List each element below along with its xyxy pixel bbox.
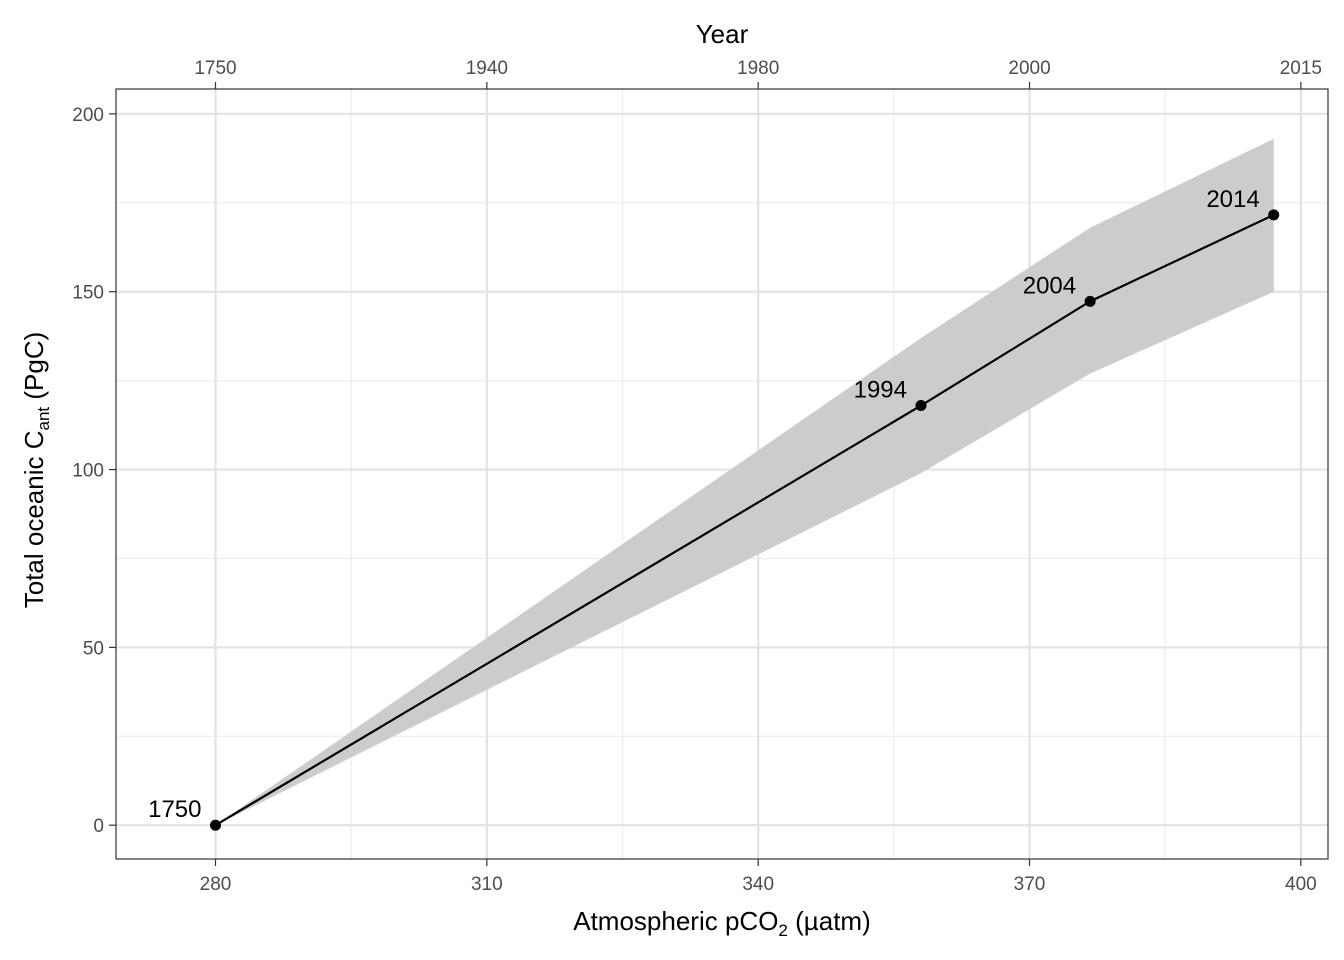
data-point [1268, 209, 1280, 221]
top-tick-label: 2000 [1008, 58, 1050, 79]
point-label: 2004 [1023, 272, 1076, 299]
uncertainty-band [215, 138, 1274, 826]
top-axis-ticks: 1750 1940 1980 2000 2015 [194, 58, 1322, 89]
y-tick-label: 150 [72, 283, 104, 304]
top-tick-label: 1940 [466, 58, 508, 79]
x-tick-label: 310 [471, 874, 503, 895]
x-axis-ticks: 280 310 340 370 400 [200, 859, 1317, 895]
x-tick-label: 280 [200, 874, 232, 895]
data-point [209, 819, 221, 831]
y-axis-title-subscript: ant [34, 407, 53, 431]
y-axis-ticks: 0 50 100 150 200 [72, 105, 116, 837]
y-axis-title: Total oceanic Cant (PgC) [19, 332, 53, 609]
y-tick-label: 200 [72, 105, 104, 126]
data-point [1084, 295, 1096, 307]
x-axis-title-main: Atmospheric pCO [573, 906, 778, 936]
x-axis-title-subscript: 2 [778, 921, 787, 940]
x-axis-title: Atmospheric pCO2 (µatm) [573, 906, 871, 940]
plot-panel-border [115, 88, 1329, 860]
x-tick-label: 370 [1014, 874, 1046, 895]
y-axis-title-tail: (PgC) [19, 332, 49, 407]
y-tick-label: 50 [83, 638, 104, 659]
y-tick-label: 0 [93, 816, 104, 837]
y-tick-label: 100 [72, 461, 104, 482]
point-labels: 1750 1994 2004 2014 [148, 186, 1260, 823]
point-label: 1994 [854, 377, 907, 404]
series-line [214, 213, 1275, 827]
top-axis-title: Year [696, 19, 749, 49]
x-tick-label: 340 [742, 874, 774, 895]
data-points [209, 209, 1280, 831]
top-tick-label: 1750 [194, 58, 236, 79]
point-label: 2014 [1206, 186, 1259, 213]
data-point [915, 400, 927, 412]
major-gridlines [116, 89, 1328, 859]
point-label: 1750 [148, 796, 201, 823]
y-axis-title-main: Total oceanic C [19, 431, 49, 609]
x-axis-title-tail: (µatm) [788, 906, 871, 936]
x-tick-label: 400 [1285, 874, 1317, 895]
top-tick-label: 1980 [737, 58, 779, 79]
top-tick-label: 2015 [1280, 58, 1322, 79]
